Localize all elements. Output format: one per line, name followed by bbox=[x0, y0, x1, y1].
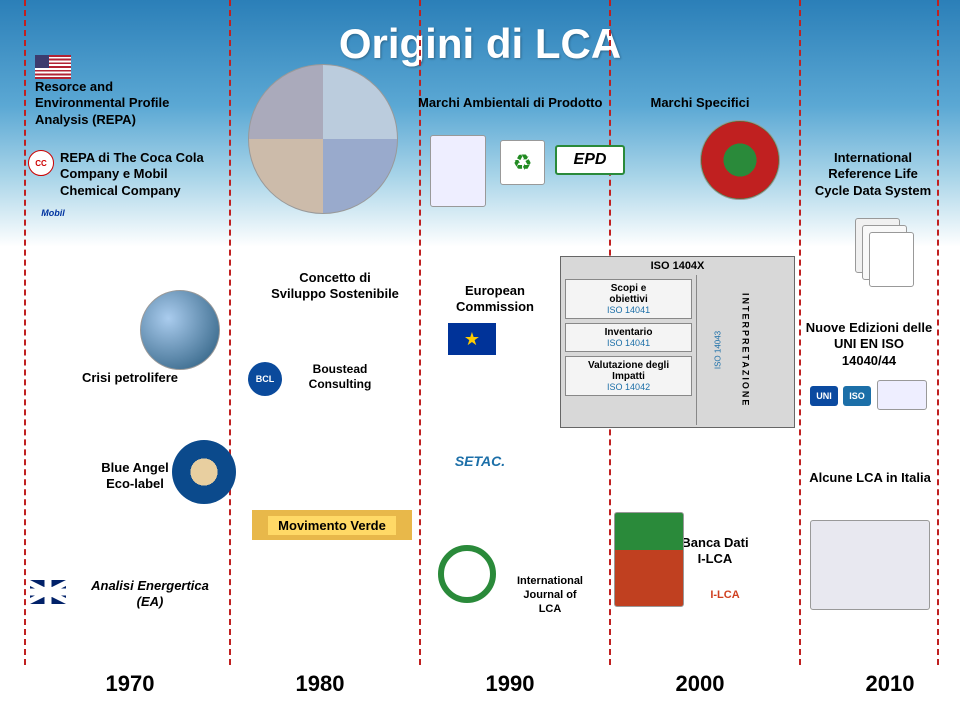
event-label: Nuove Edizioni delle UNI EN ISO 14040/44 bbox=[806, 320, 932, 368]
iso-row: Scopi e obiettivi ISO 14041 bbox=[565, 279, 692, 319]
ilca-logo: I-LCA bbox=[700, 585, 750, 605]
timeline-year: 2000 bbox=[676, 671, 725, 697]
event-label: REPA di The Coca Cola Company e Mobil Ch… bbox=[60, 150, 204, 198]
event-label: Resorce and Environmental Profile Analys… bbox=[35, 79, 169, 127]
event-label: European Commission bbox=[456, 283, 534, 314]
event-marchi-specifici: Marchi Specifici bbox=[630, 95, 770, 111]
thumb-nordic-ecolabel bbox=[438, 545, 496, 603]
timeline-year: 2010 bbox=[866, 671, 915, 697]
eu-flag-icon: ★ bbox=[448, 323, 496, 355]
thumb-lca-journal bbox=[614, 512, 684, 607]
uk-flag-icon bbox=[30, 580, 66, 604]
us-flag-icon bbox=[35, 55, 71, 79]
event-label: Marchi Specifici bbox=[651, 95, 750, 110]
event-alcune-lca: Alcune LCA in Italia bbox=[800, 470, 940, 486]
uni-logo: UNI bbox=[810, 386, 838, 406]
event-crisi: Crisi petrolifere bbox=[60, 370, 200, 386]
thumb-image bbox=[869, 232, 914, 287]
event-concetto: Concetto di Sviluppo Sostenibile bbox=[260, 270, 410, 303]
iso-row: Valutazione degli Impatti ISO 14042 bbox=[565, 356, 692, 396]
event-european-commission: European Commission bbox=[440, 283, 550, 316]
event-label: Marchi Ambientali di Prodotto bbox=[418, 95, 602, 110]
timeline-year: 1970 bbox=[106, 671, 155, 697]
thumb-image bbox=[810, 520, 930, 610]
event-int-ref: International Reference Life Cycle Data … bbox=[808, 150, 938, 199]
epd-logo: EPD bbox=[555, 145, 625, 175]
coca-cola-logo: CC bbox=[28, 150, 54, 176]
setac-logo: SETAC. bbox=[440, 450, 520, 472]
event-int-journal: International Journal of LCA bbox=[500, 575, 600, 616]
event-label: International Reference Life Cycle Data … bbox=[815, 150, 931, 198]
event-label: Crisi petrolifere bbox=[82, 370, 178, 385]
event-label: Blue Angel Eco-label bbox=[101, 460, 168, 491]
thumb-image bbox=[430, 135, 486, 207]
event-marchi-ambientali: Marchi Ambientali di Prodotto bbox=[418, 95, 618, 111]
event-label: Banca Dati I-LCA bbox=[681, 535, 748, 566]
iso-side: INTERPRETAZIONE bbox=[741, 293, 751, 407]
event-nuove-edizioni: Nuove Edizioni delle UNI EN ISO 14040/44 bbox=[800, 320, 938, 369]
event-label: Analisi Energertica (EA) bbox=[91, 578, 209, 609]
event-label: Boustead Consulting bbox=[309, 362, 372, 391]
timeline-year: 1980 bbox=[296, 671, 345, 697]
event-repa-coca: REPA di The Coca Cola Company e Mobil Ch… bbox=[60, 150, 220, 199]
event-boustead: Boustead Consulting bbox=[290, 362, 390, 392]
thumb-image bbox=[877, 380, 927, 410]
event-analisi: Analisi Energertica (EA) bbox=[75, 578, 225, 611]
iso-row: Inventario ISO 14041 bbox=[565, 323, 692, 352]
bcl-logo: BCL bbox=[248, 362, 282, 396]
thumb-globe bbox=[140, 290, 220, 370]
thumb-image: ♻ bbox=[500, 140, 545, 185]
event-label: Movimento Verde bbox=[268, 516, 396, 535]
movimento-box: Movimento Verde bbox=[252, 510, 412, 540]
event-repa: Resorce and Environmental Profile Analys… bbox=[35, 55, 205, 128]
thumb-lifegate bbox=[700, 120, 780, 200]
mobil-logo: Mobil bbox=[28, 205, 78, 221]
event-label: Alcune LCA in Italia bbox=[809, 470, 931, 485]
event-label: Concetto di Sviluppo Sostenibile bbox=[271, 270, 399, 301]
thumb-image bbox=[248, 64, 398, 214]
iso-title: ISO 1404X bbox=[561, 257, 794, 275]
iso-logo: ISO bbox=[843, 386, 871, 406]
event-label: International Journal of LCA bbox=[517, 575, 583, 615]
blue-angel-badge bbox=[172, 440, 236, 504]
timeline-year: 1990 bbox=[486, 671, 535, 697]
iso-diagram: ISO 1404X Scopi e obiettivi ISO 14041 In… bbox=[560, 256, 795, 428]
